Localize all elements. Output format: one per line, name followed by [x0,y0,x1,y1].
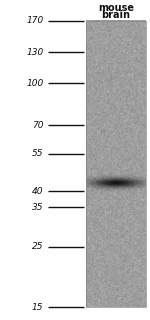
Text: 35: 35 [32,203,44,212]
Text: 100: 100 [26,79,44,88]
Bar [86,21,146,307]
Text: 25: 25 [32,243,44,252]
Text: 170: 170 [26,16,44,25]
Text: 40: 40 [32,187,44,196]
Text: 70: 70 [32,121,44,130]
Text: 55: 55 [32,149,44,158]
Text: brain: brain [101,10,130,20]
Text: 130: 130 [26,48,44,57]
Text: mouse: mouse [98,3,134,13]
Text: 15: 15 [32,303,44,312]
